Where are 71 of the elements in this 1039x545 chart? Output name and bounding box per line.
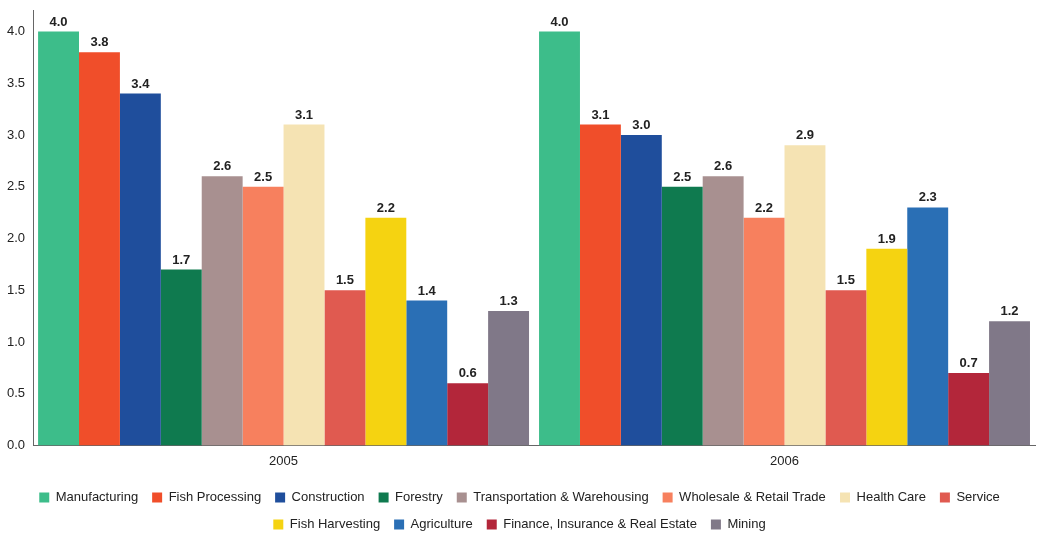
- bar: [447, 383, 489, 446]
- legend-label: Agriculture: [410, 516, 473, 532]
- data-label: 1.4: [417, 282, 437, 298]
- data-label: 2.2: [376, 199, 395, 215]
- bar: [825, 290, 867, 446]
- bar: [948, 372, 990, 446]
- data-label: 3.0: [632, 117, 651, 133]
- x-tick-label: 2006: [770, 452, 799, 468]
- bar: [661, 186, 703, 446]
- legend-label: Service: [956, 489, 1000, 505]
- data-label: 2.5: [673, 168, 692, 184]
- bar: [579, 124, 621, 446]
- legend-label: Forestry: [395, 489, 444, 505]
- bar: [539, 31, 580, 446]
- bar: [119, 93, 161, 446]
- y-tick-label: 3.0: [6, 126, 26, 142]
- legend-label: Fish Harvesting: [289, 516, 381, 532]
- bar: [406, 300, 448, 446]
- legend-label: Wholesale & Retail Trade: [679, 489, 826, 505]
- bar: [365, 217, 407, 446]
- data-label: 1.5: [335, 272, 354, 288]
- bar: [201, 176, 243, 446]
- bar: [488, 310, 530, 446]
- y-tick-label: 2.0: [6, 230, 26, 246]
- legend-label: Finance, Insurance & Real Estate: [503, 516, 697, 532]
- data-label: 4.0: [49, 13, 68, 29]
- bar: [866, 248, 908, 446]
- data-label: 2.3: [918, 189, 937, 205]
- data-label: 2.6: [213, 158, 232, 174]
- data-label: 2.6: [714, 158, 733, 174]
- bar: [989, 321, 1030, 446]
- y-tick-label: 0.5: [6, 385, 26, 401]
- y-tick-label: 1.0: [6, 333, 26, 349]
- legend-label: Transportation & Warehousing: [473, 489, 649, 505]
- legend-label: Fish Processing: [168, 489, 262, 505]
- data-label: 1.3: [499, 292, 518, 308]
- bar: [283, 124, 325, 446]
- x-tick-label: 2005: [269, 452, 299, 468]
- bar: [324, 290, 366, 446]
- bar: [907, 207, 949, 446]
- legend-label: Health Care: [856, 489, 926, 505]
- data-label: 1.9: [877, 230, 896, 246]
- data-label: 3.4: [131, 75, 151, 91]
- legend-label: Manufacturing: [55, 489, 139, 505]
- data-label: 0.7: [959, 355, 978, 371]
- bar: [784, 145, 826, 446]
- bar: [620, 134, 662, 446]
- data-label: 1.5: [836, 272, 855, 288]
- y-tick-label: 3.5: [6, 74, 26, 90]
- data-label: 2.2: [755, 199, 774, 215]
- bar: [702, 176, 744, 446]
- bar: [78, 52, 120, 446]
- legend-label: Construction: [291, 489, 365, 505]
- bar: [38, 31, 79, 446]
- data-label: 3.8: [90, 34, 109, 50]
- y-tick-label: 0.0: [6, 436, 26, 452]
- data-label: 1.7: [172, 251, 191, 267]
- data-label: 1.2: [1000, 303, 1019, 319]
- y-tick-label: 4.0: [6, 23, 26, 39]
- bar: [743, 217, 785, 446]
- data-label: 0.6: [458, 365, 477, 381]
- data-label: 4.0: [550, 13, 569, 29]
- y-tick-label: 2.5: [6, 178, 26, 194]
- data-label: 2.9: [795, 127, 815, 143]
- data-label: 3.1: [294, 106, 314, 122]
- y-tick-label: 1.5: [6, 281, 26, 297]
- data-label: 2.5: [254, 168, 273, 184]
- bar: [160, 269, 202, 446]
- bar: [242, 186, 284, 446]
- legend-label: Mining: [727, 516, 766, 532]
- data-label: 3.1: [591, 106, 610, 122]
